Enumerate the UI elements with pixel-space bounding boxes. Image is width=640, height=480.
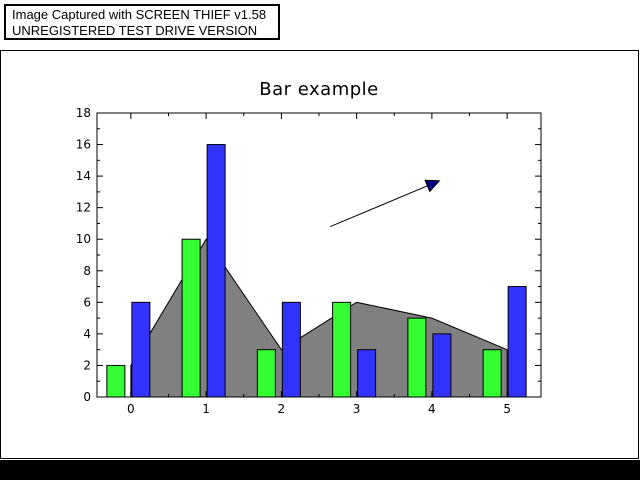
x-tick-label: 2 (278, 402, 286, 416)
annotation-arrow-head (424, 179, 441, 193)
annotation-arrow-line (330, 180, 440, 228)
y-tick-label: 18 (76, 106, 91, 120)
x-tick-label: 3 (353, 402, 361, 416)
banner-line-1: Image Captured with SCREEN THIEF v1.58 (12, 7, 267, 22)
y-tick-label: 6 (83, 295, 91, 309)
y-tick-label: 10 (76, 232, 91, 246)
y-tick-label: 16 (76, 138, 91, 152)
bar-series-1-x5 (482, 349, 502, 398)
bar-series-1-x2 (256, 349, 276, 398)
bar-series-2-x4 (432, 333, 452, 398)
y-tick-label: 8 (83, 264, 91, 278)
chart-title: Bar example (259, 79, 378, 100)
bar-series-2-x1 (206, 144, 226, 398)
bar-series-2-x3 (357, 349, 377, 398)
x-tick-label: 4 (428, 402, 436, 416)
taskbar (0, 460, 640, 480)
banner-line-2: UNREGISTERED TEST DRIVE VERSION (12, 23, 258, 38)
y-tick-label: 12 (76, 201, 91, 215)
bar-series-2-x2 (281, 301, 301, 398)
y-tick-label: 4 (83, 327, 91, 341)
y-tick-label: 14 (76, 169, 91, 183)
y-tick-label: 2 (83, 358, 91, 372)
bar-series-2-x5 (507, 286, 527, 398)
bar-series-2-x0 (131, 301, 151, 398)
bar-series-1-x4 (407, 317, 427, 398)
bar-series-1-x3 (332, 301, 352, 398)
capture-banner: Image Captured with SCREEN THIEF v1.58 U… (4, 4, 280, 40)
x-tick-label: 1 (202, 402, 210, 416)
x-tick-label: 5 (503, 402, 511, 416)
x-tick-label: 0 (127, 402, 135, 416)
bar-series-1-x0 (106, 364, 126, 398)
bar-series-1-x1 (181, 238, 201, 398)
y-tick-label: 0 (83, 390, 91, 404)
